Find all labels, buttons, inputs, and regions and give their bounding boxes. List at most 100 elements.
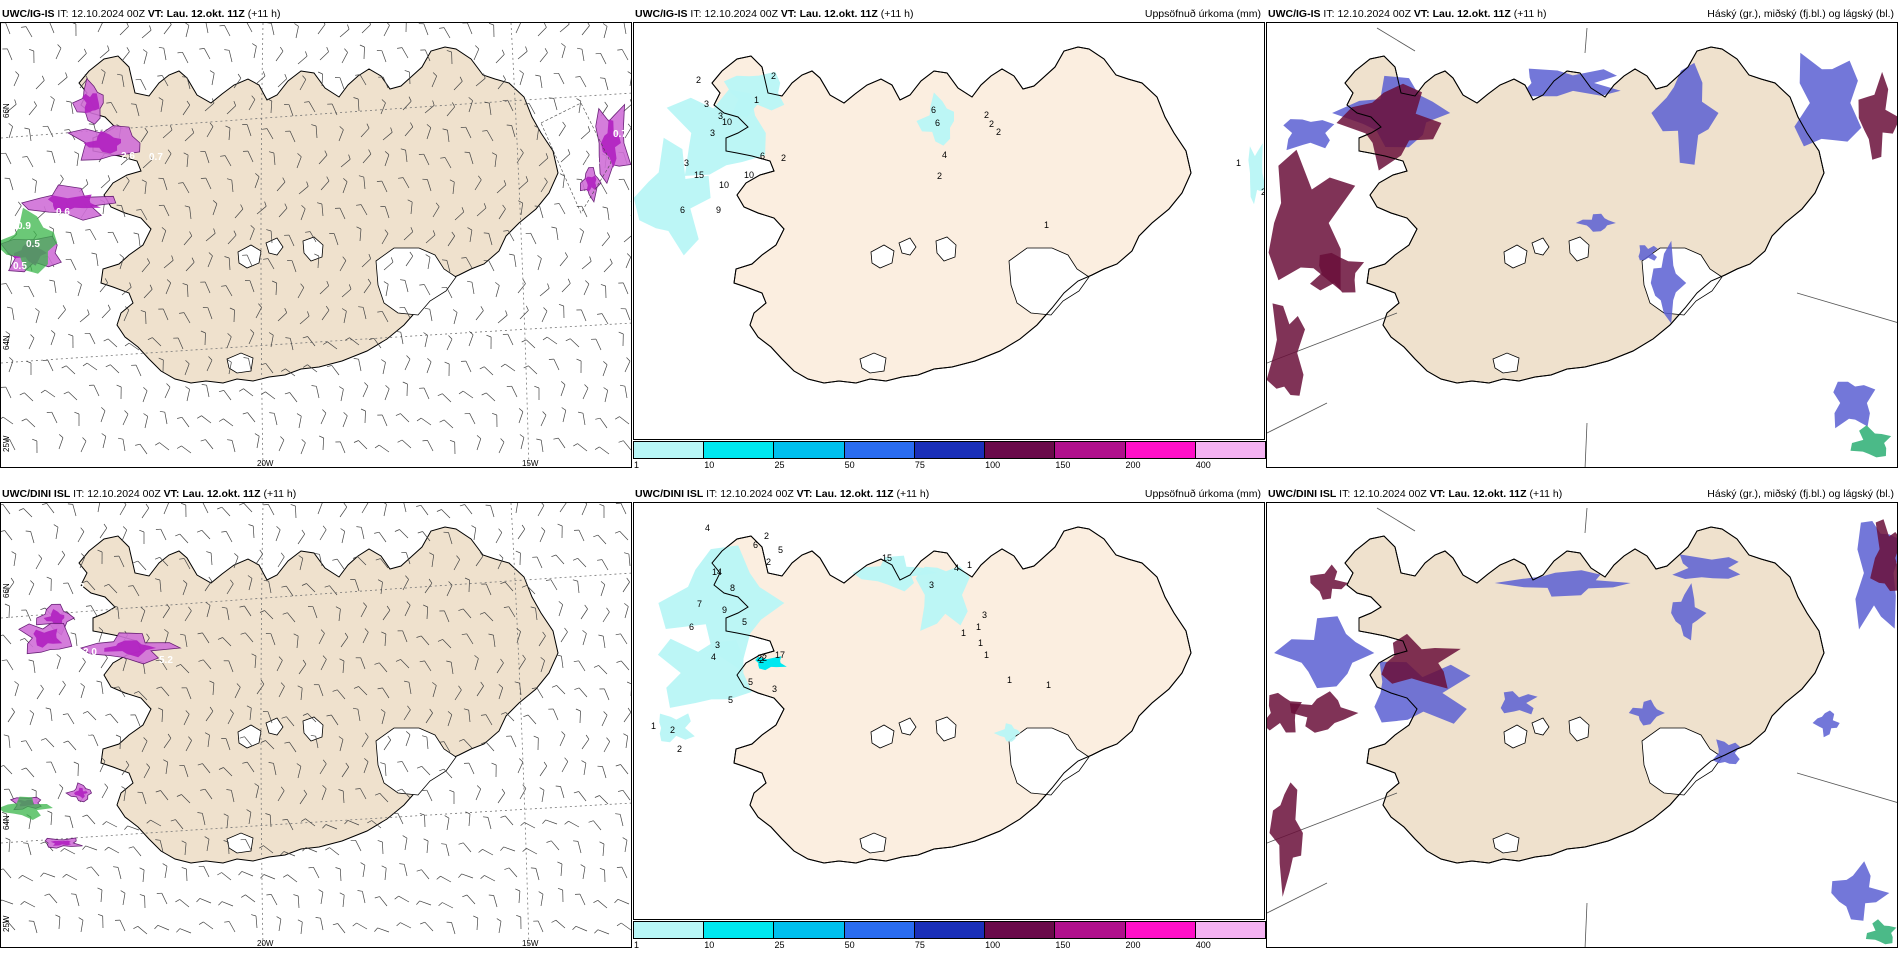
wind-barb — [362, 891, 365, 903]
barb-flag — [561, 381, 565, 384]
barb-flag — [285, 393, 290, 394]
barb-flag — [68, 334, 73, 336]
barb-flag — [565, 821, 569, 824]
wind-barb — [343, 416, 347, 427]
barb-flag — [175, 899, 179, 902]
barb-flag — [285, 74, 287, 79]
wind-value-label: 0.9 — [17, 221, 31, 232]
barb-flag — [105, 847, 109, 850]
barb-flag — [573, 580, 578, 581]
barb-flag — [526, 47, 528, 52]
precip-value-label: 4 — [711, 652, 716, 662]
wind-barb — [200, 898, 211, 903]
barb-flag — [209, 577, 212, 581]
barb-flag — [573, 444, 577, 447]
barb-flag — [294, 24, 298, 27]
wind-barb — [596, 339, 601, 350]
wind-barb — [625, 840, 627, 852]
barb-flag — [551, 555, 556, 557]
vt-time: Lau. 12.okt. 11Z — [182, 488, 260, 500]
wind-barb — [442, 510, 451, 519]
barb-flag — [26, 531, 31, 532]
wind-barb — [474, 528, 476, 540]
wind-barb — [57, 658, 61, 669]
barb-flag — [312, 386, 317, 387]
wind-barb — [26, 610, 31, 621]
lat-label: 66N — [2, 103, 11, 118]
wind-barb — [314, 867, 320, 878]
barb-flag — [86, 179, 88, 184]
wind-barb — [547, 337, 557, 344]
barb-flag — [503, 75, 505, 79]
wind-barb — [133, 847, 141, 856]
barb-flag — [624, 603, 628, 606]
wind-barb — [447, 287, 452, 298]
barb-flag — [140, 894, 145, 896]
barb-flag — [32, 789, 37, 791]
wind-barb — [508, 334, 513, 345]
precip-title: Uppsöfnuð úrkoma (mm) — [1145, 7, 1261, 22]
barb-flag — [82, 815, 87, 817]
wind-barb — [512, 386, 517, 397]
barb-flag — [210, 71, 214, 74]
wind-barb — [26, 741, 32, 751]
vt-label: VT: — [797, 488, 813, 500]
wind-barb — [26, 419, 35, 427]
barb-flag — [239, 389, 243, 392]
barb-flag — [1, 635, 3, 637]
barb-flag — [425, 308, 430, 309]
barb-flag — [88, 310, 90, 315]
precip-value-label: 2 — [989, 119, 994, 129]
barb-flag — [68, 504, 73, 505]
wind-barb — [337, 559, 344, 569]
wind-barb — [563, 410, 566, 422]
barb-flag — [479, 849, 483, 852]
barb-flag — [89, 124, 94, 125]
barb-flag — [568, 279, 570, 284]
barb-flag — [628, 72, 632, 75]
wind-barb — [474, 49, 479, 60]
barb-flag — [63, 305, 66, 309]
colorbar-tick-label: 200 — [1126, 940, 1141, 950]
wind-barb — [556, 228, 558, 240]
wind-barb — [158, 925, 169, 930]
barb-flag — [600, 842, 605, 844]
colorbar-swatch — [1125, 441, 1196, 459]
wind-barb — [342, 531, 345, 543]
lat-label: 25W — [2, 436, 11, 452]
barb-flag — [40, 873, 43, 877]
wind-barb — [382, 51, 386, 62]
barb-flag — [375, 897, 380, 898]
barb-flag — [123, 503, 126, 505]
wind-barb — [71, 233, 74, 245]
barb-flag — [615, 899, 619, 903]
barb-flag — [374, 928, 377, 932]
barb-flag — [124, 826, 127, 830]
high-cloud-blob — [1833, 382, 1875, 429]
barb-flag — [30, 710, 34, 713]
wind-barb — [402, 48, 408, 58]
colorbar-tick-label: 50 — [845, 940, 855, 950]
barb-flag — [593, 535, 598, 537]
wind-barb — [427, 841, 428, 853]
wind-barb — [516, 23, 521, 33]
barb-flag — [42, 503, 47, 504]
barb-flag — [386, 23, 389, 25]
barb-flag — [585, 605, 588, 609]
precip-value-label: 6 — [689, 622, 694, 632]
wind-barb — [3, 635, 11, 644]
barb-flag — [19, 875, 23, 878]
wind-barb — [558, 438, 565, 448]
wind-barb — [563, 176, 565, 188]
barb-flag — [251, 915, 256, 916]
model-name: UWC/DINI ISL — [1268, 488, 1336, 500]
wind-value-label: 0.6 — [56, 207, 70, 218]
wind-barb — [578, 558, 586, 567]
wind-barb — [298, 896, 299, 908]
barb-flag — [281, 553, 284, 557]
wind-barb — [470, 413, 475, 424]
barb-flag — [1, 869, 3, 871]
wind-barb — [91, 867, 99, 876]
barb-flag — [1, 900, 2, 904]
wind-barb — [9, 127, 13, 139]
